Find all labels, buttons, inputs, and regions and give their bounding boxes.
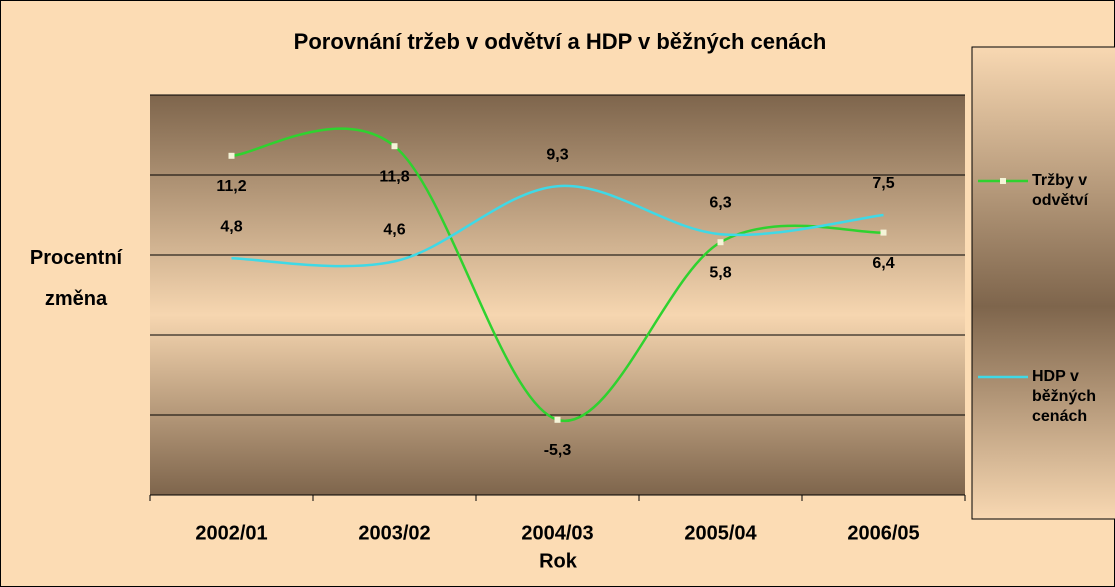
data-label: 9,3 bbox=[546, 146, 568, 163]
data-label: 5,8 bbox=[709, 264, 731, 281]
data-label: 6,4 bbox=[872, 255, 894, 272]
x-tick-label: 2005/04 bbox=[684, 522, 757, 544]
point-marker bbox=[880, 229, 887, 236]
legend-label: HDP v běžných cenách bbox=[1032, 368, 1097, 425]
point-marker bbox=[717, 239, 724, 246]
x-tick-label: 2006/05 bbox=[847, 522, 919, 544]
plot-area bbox=[150, 95, 965, 495]
x-tick-label: 2002/01 bbox=[195, 522, 267, 544]
data-label: 11,8 bbox=[379, 168, 409, 185]
x-tick-label: 2003/02 bbox=[358, 522, 430, 544]
data-label: 4,8 bbox=[220, 218, 242, 235]
point-marker bbox=[391, 143, 398, 150]
x-axis-title: Rok bbox=[539, 550, 578, 572]
data-label: 6,3 bbox=[709, 194, 731, 211]
x-tick-label: 2004/03 bbox=[521, 522, 593, 544]
data-label: -5,3 bbox=[544, 442, 572, 459]
data-label: 11,2 bbox=[216, 178, 246, 195]
legend-label: Tržby v odvětví bbox=[1032, 172, 1089, 209]
y-axis-title: Procentní změna bbox=[29, 247, 123, 310]
data-label: 7,5 bbox=[872, 175, 894, 192]
data-label: 4,6 bbox=[383, 222, 405, 239]
chart-title: Porovnání tržeb v odvětví a HDP v běžnýc… bbox=[294, 29, 827, 54]
legend-marker bbox=[1000, 178, 1006, 184]
series-line bbox=[231, 184, 884, 268]
legend-box bbox=[971, 46, 1115, 520]
point-marker bbox=[554, 416, 561, 423]
point-marker bbox=[228, 152, 235, 159]
